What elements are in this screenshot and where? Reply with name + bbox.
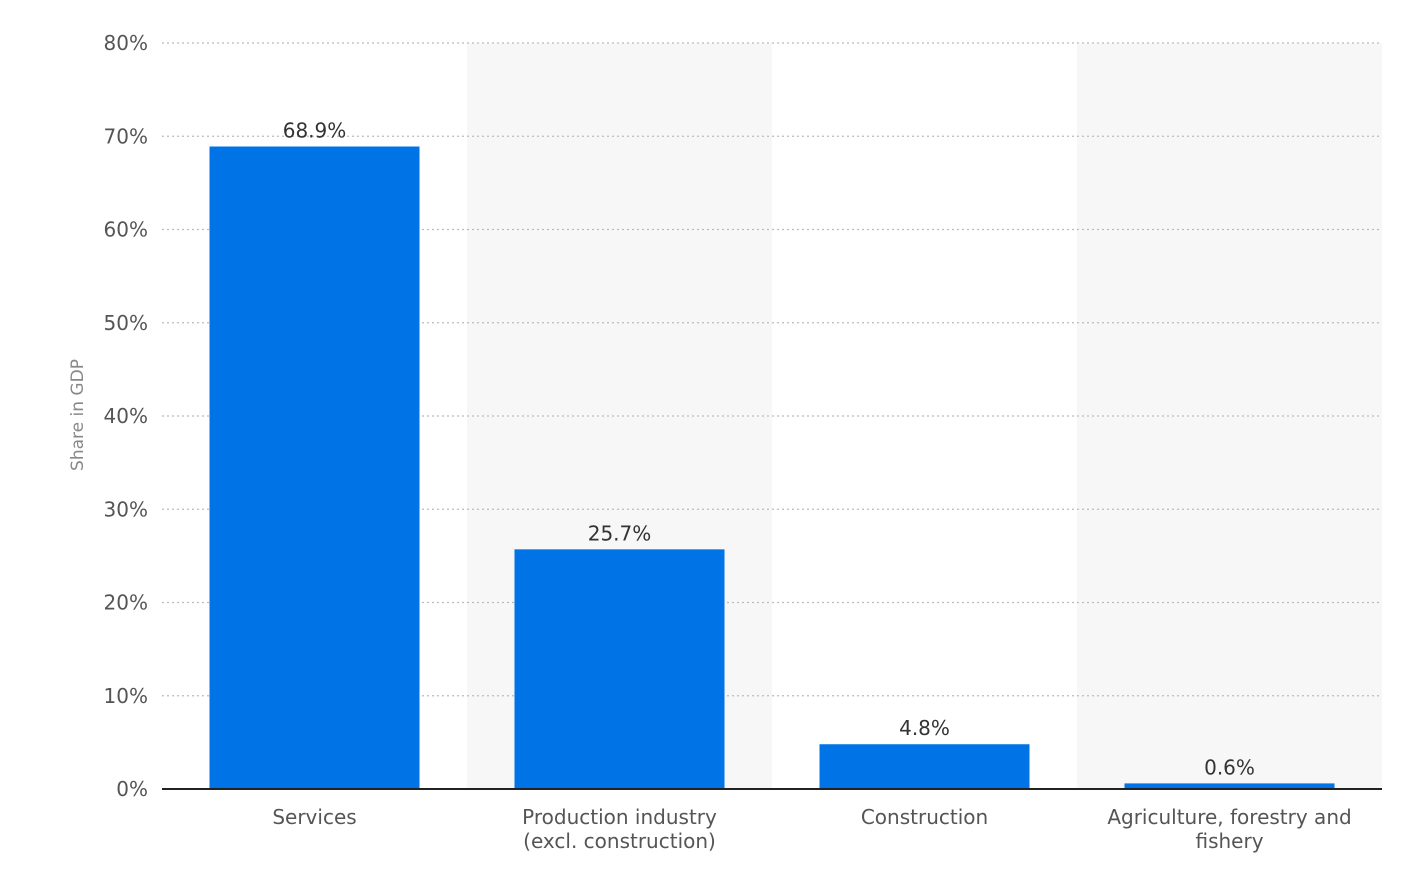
y-tick-label: 30%	[104, 497, 148, 521]
bar	[1124, 783, 1335, 789]
y-tick-label: 40%	[104, 404, 148, 428]
data-label: 68.9%	[283, 119, 347, 143]
x-tick-label: Construction	[861, 805, 988, 829]
bar	[209, 146, 420, 789]
y-tick-label: 60%	[104, 218, 148, 242]
y-tick-label: 70%	[104, 124, 148, 148]
bar	[819, 744, 1030, 789]
y-tick-label: 20%	[104, 591, 148, 615]
y-tick-label: 80%	[104, 31, 148, 55]
y-tick-label: 10%	[104, 684, 148, 708]
data-labels: 68.9% 25.7% 4.8% 0.6%	[283, 119, 1255, 780]
y-axis-ticks: 0% 10% 20% 30% 40% 50% 60% 70% 80%	[104, 31, 148, 801]
y-tick-label: 0%	[116, 777, 148, 801]
data-label: 4.8%	[899, 716, 950, 740]
y-axis-title: Share in GDP	[68, 359, 88, 471]
x-tick-label: Production industry (excl. construction)	[522, 805, 717, 853]
x-tick-label: Agriculture, forestry and fishery	[1107, 805, 1351, 853]
x-axis-categories: Services Production industry (excl. constr…	[272, 805, 1351, 853]
data-label: 25.7%	[588, 521, 652, 545]
gridlines	[162, 42, 1382, 697]
bar	[514, 549, 725, 789]
y-tick-label: 50%	[104, 311, 148, 335]
x-tick-label: Services	[272, 805, 356, 829]
bars	[209, 146, 1335, 789]
data-label: 0.6%	[1204, 755, 1255, 779]
